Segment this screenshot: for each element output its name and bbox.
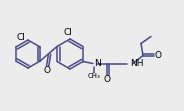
Text: Cl: Cl <box>17 33 25 42</box>
Text: N: N <box>94 59 101 68</box>
Text: O: O <box>103 75 110 84</box>
Text: O: O <box>155 51 162 60</box>
Text: O: O <box>43 66 50 75</box>
Text: NH: NH <box>130 59 144 68</box>
Text: CH₃: CH₃ <box>88 72 100 78</box>
Text: Cl: Cl <box>63 28 72 37</box>
